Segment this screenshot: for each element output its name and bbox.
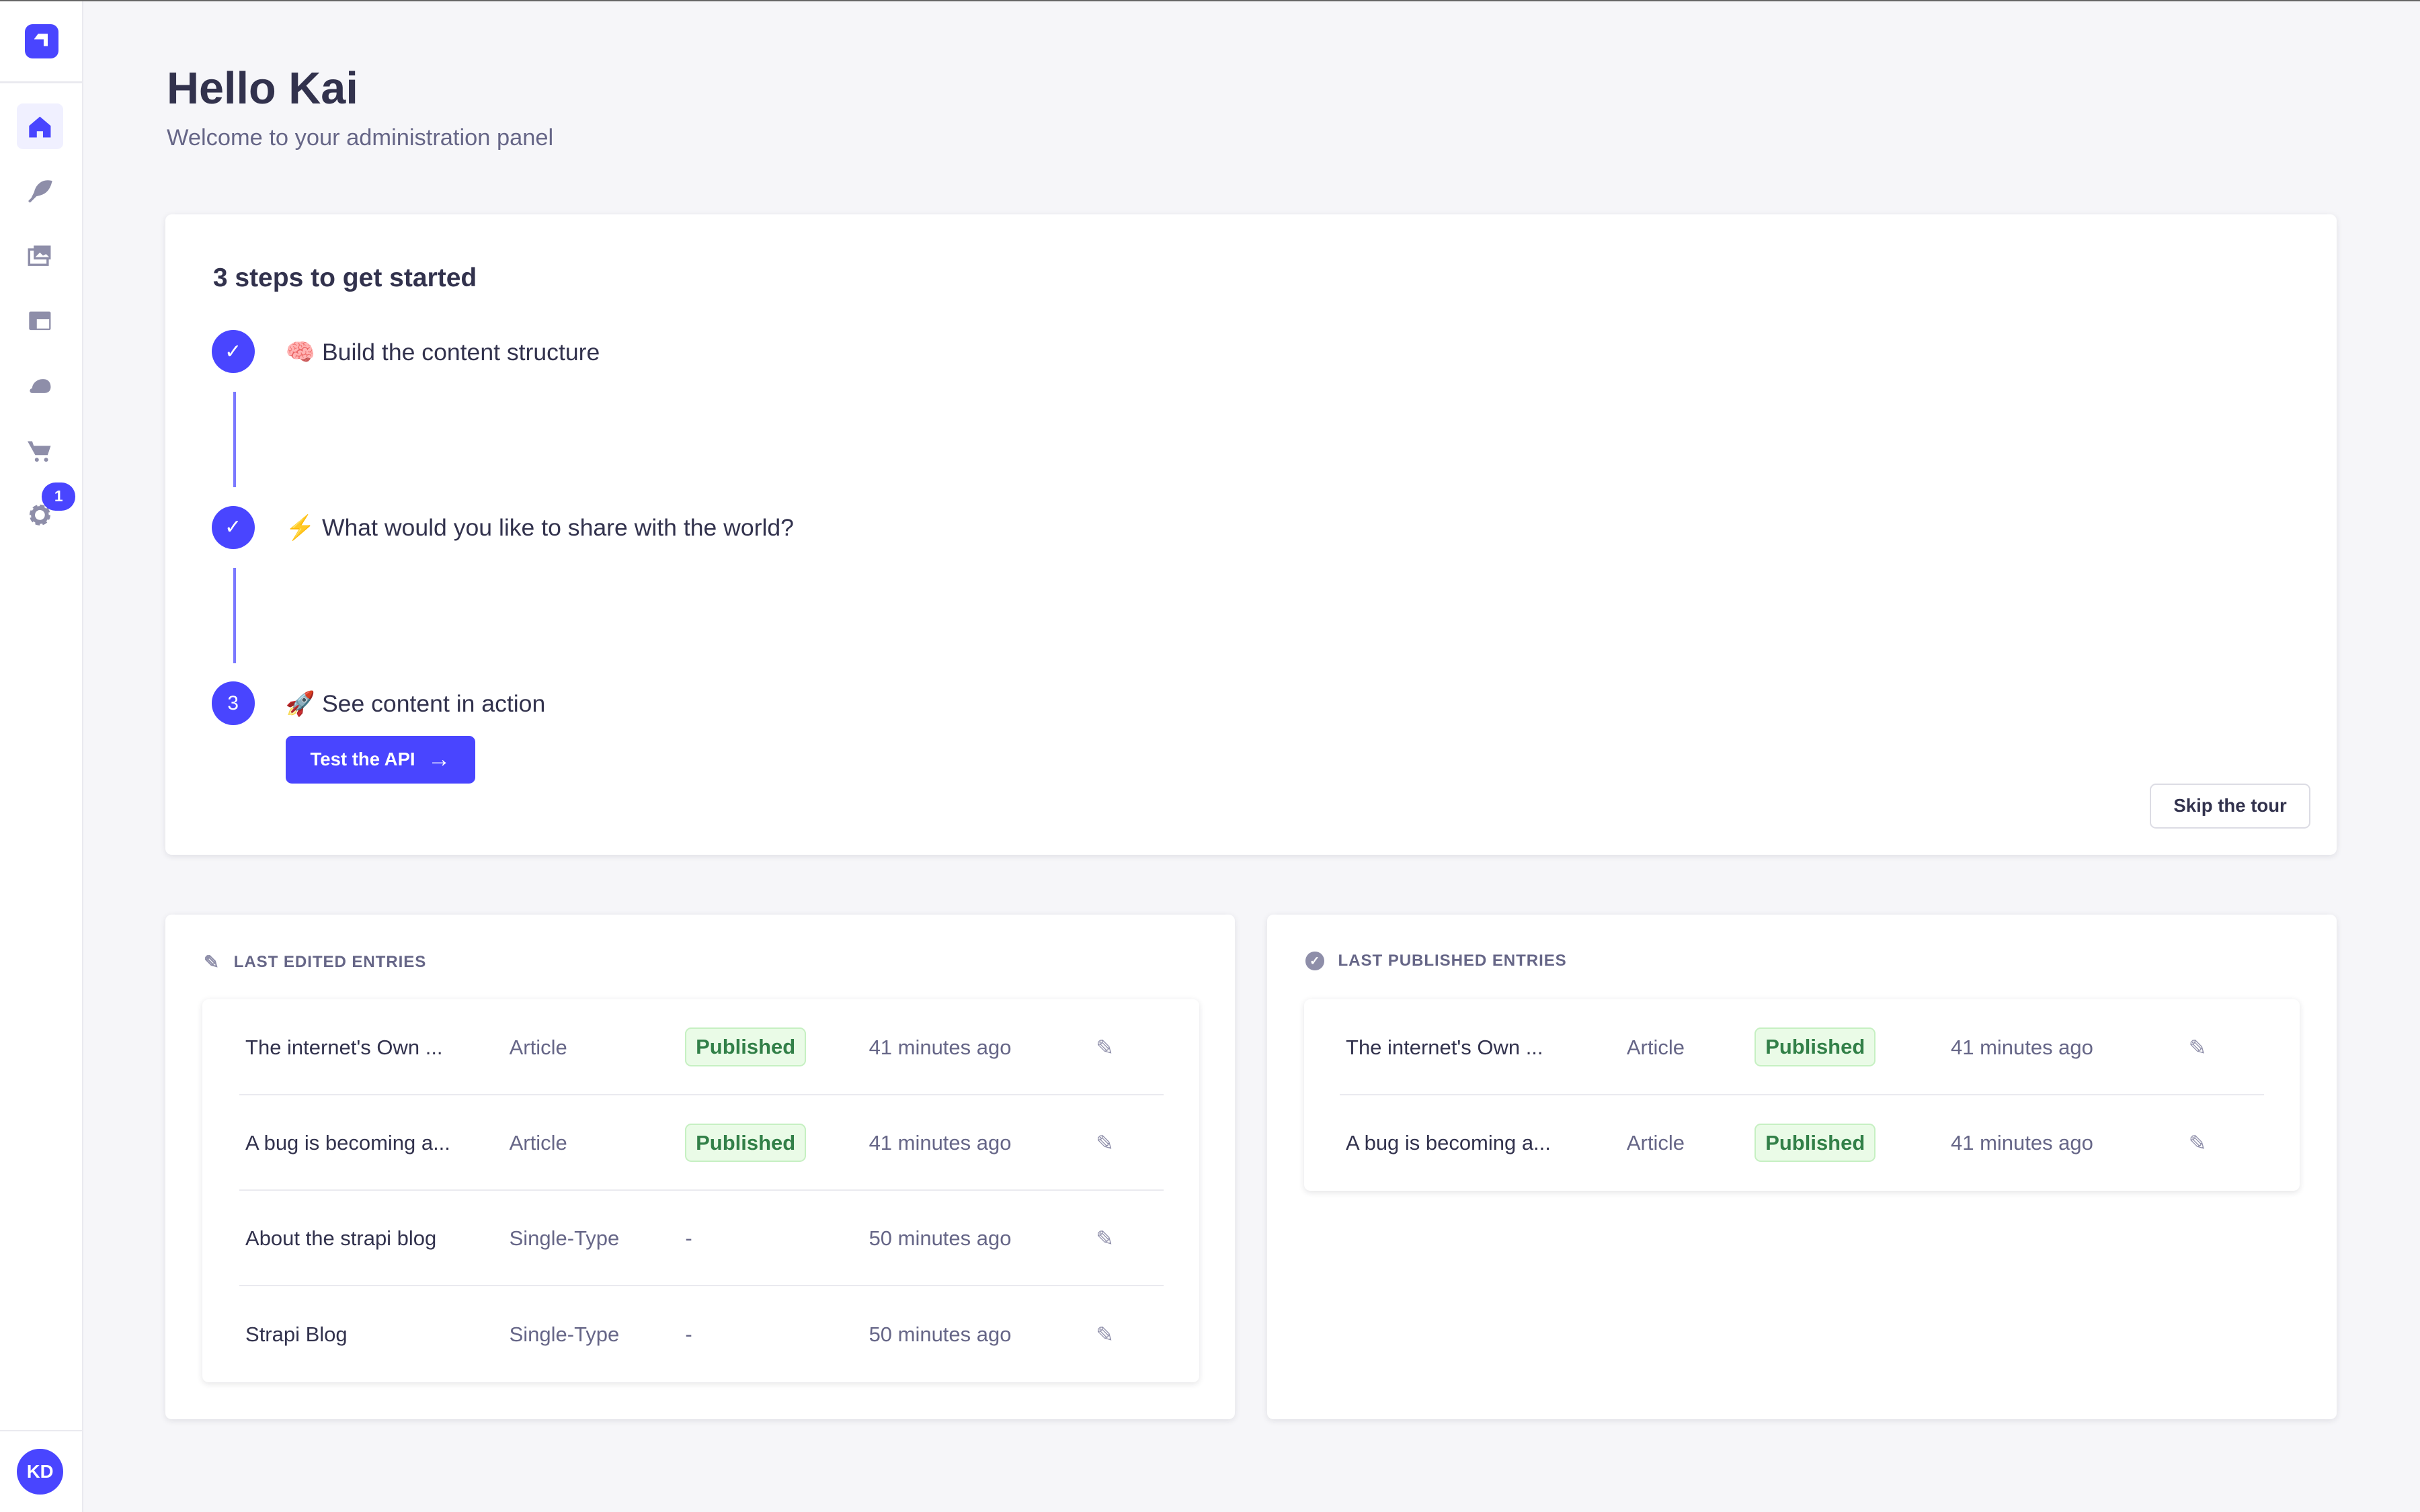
step-label: What would you like to share with the wo… bbox=[321, 514, 794, 542]
entry-name: The internet's Own ... bbox=[245, 1035, 443, 1059]
edit-pencil-icon[interactable]: ✎ bbox=[2188, 1130, 2207, 1155]
edit-pencil-icon[interactable]: ✎ bbox=[1096, 1322, 1114, 1347]
nav-media-library[interactable] bbox=[17, 233, 63, 279]
status-badge: Published bbox=[685, 1027, 806, 1066]
page-title: Hello Kai bbox=[166, 63, 358, 114]
nav-deploy[interactable] bbox=[17, 362, 63, 409]
home-icon bbox=[29, 116, 51, 138]
entry-name: The internet's Own ... bbox=[1346, 1035, 1543, 1059]
avatar[interactable]: KD bbox=[17, 1448, 64, 1495]
sidebar: 1 KD bbox=[0, 1, 83, 1512]
step-3-number: 3 bbox=[211, 681, 255, 725]
entry-name: Strapi Blog bbox=[245, 1322, 348, 1346]
entry-type: Single-Type bbox=[509, 1226, 620, 1251]
status-badge: Published bbox=[1755, 1027, 1876, 1066]
entry-time: 41 minutes ago bbox=[869, 1035, 1012, 1059]
entry-type: Article bbox=[509, 1130, 567, 1154]
row-divider bbox=[239, 1285, 1164, 1287]
edit-pencil-icon[interactable]: ✎ bbox=[1096, 1130, 1114, 1155]
table-row[interactable]: The internet's Own ... Article Published 41… bbox=[202, 999, 1199, 1095]
nav-content-type-builder[interactable] bbox=[17, 298, 63, 344]
check-circle-icon: ✓ bbox=[1305, 952, 1324, 971]
step-1: 🧠 Build the content structure bbox=[286, 338, 600, 366]
status-badge: Published bbox=[685, 1123, 806, 1163]
step-1-check: ✓ bbox=[211, 330, 255, 374]
table-row[interactable]: Strapi Blog Single-Type - 50 minutes ago ✎ bbox=[202, 1286, 1199, 1382]
row-divider bbox=[239, 1189, 1164, 1191]
rocket-icon: 🚀 bbox=[285, 689, 316, 717]
last-edited-card: ✎ LAST EDITED ENTRIES The internet's Own … bbox=[165, 915, 1235, 1419]
media-library-icon bbox=[28, 245, 51, 267]
layout-icon bbox=[29, 311, 51, 331]
cart-icon bbox=[28, 441, 51, 462]
page-subtitle: Welcome to your administration panel bbox=[166, 124, 554, 151]
entry-status: - bbox=[685, 1322, 692, 1346]
status-cell: Published bbox=[685, 1123, 806, 1163]
entry-type: Article bbox=[1626, 1035, 1685, 1059]
step-connector bbox=[233, 391, 237, 488]
divider bbox=[0, 81, 82, 83]
step-2-check: ✓ bbox=[211, 505, 255, 550]
nav-settings[interactable] bbox=[17, 492, 63, 538]
gear-icon bbox=[30, 505, 51, 526]
skip-tour-button[interactable]: Skip the tour bbox=[2150, 784, 2310, 829]
entry-name: About the strapi blog bbox=[245, 1226, 437, 1251]
arrow-right-icon: → bbox=[427, 746, 451, 772]
entry-type: Article bbox=[509, 1035, 567, 1059]
strapi-logo[interactable] bbox=[24, 24, 59, 58]
button-label: Test the API bbox=[310, 749, 415, 770]
table-row[interactable]: The internet's Own ... Article Published 41… bbox=[1304, 999, 2300, 1095]
status-cell: Published bbox=[685, 1027, 806, 1066]
row-divider bbox=[239, 1093, 1164, 1095]
feather-icon bbox=[28, 180, 53, 203]
edit-pencil-icon[interactable]: ✎ bbox=[2188, 1035, 2207, 1060]
row-divider bbox=[1339, 1093, 2265, 1095]
step-3: 🚀 See content in action bbox=[286, 689, 546, 718]
lightning-icon: ⚡ bbox=[285, 514, 316, 542]
cloud-icon bbox=[30, 379, 51, 394]
divider bbox=[0, 1430, 82, 1432]
nav-marketplace[interactable] bbox=[17, 427, 63, 474]
entry-time: 50 minutes ago bbox=[869, 1226, 1012, 1251]
table-row[interactable]: A bug is becoming a... Article Published 41… bbox=[202, 1095, 1199, 1191]
test-api-button[interactable]: Test the API → bbox=[285, 735, 476, 784]
step-label: Build the content structure bbox=[321, 338, 600, 366]
status-badge: Published bbox=[1755, 1123, 1876, 1163]
entry-type: Article bbox=[1626, 1130, 1685, 1154]
entry-name: A bug is becoming a... bbox=[245, 1130, 450, 1154]
last-published-card: ✓ LAST PUBLISHED ENTRIES The internet's O… bbox=[1266, 915, 2337, 1419]
edit-pencil-icon[interactable]: ✎ bbox=[1096, 1035, 1114, 1060]
entry-name: A bug is becoming a... bbox=[1346, 1130, 1551, 1154]
notification-badge: 1 bbox=[41, 482, 76, 511]
nav-content-manager[interactable] bbox=[17, 168, 63, 214]
status-cell: Published bbox=[1755, 1123, 1876, 1163]
table-row[interactable]: About the strapi blog Single-Type - 50 minu… bbox=[202, 1191, 1199, 1287]
entry-type: Single-Type bbox=[509, 1322, 620, 1346]
entry-time: 50 minutes ago bbox=[869, 1322, 1012, 1346]
guided-tour-title: 3 steps to get started bbox=[212, 263, 477, 293]
entry-status: - bbox=[685, 1226, 692, 1251]
guided-tour-card: 3 steps to get started ✓ 🧠 Build the con… bbox=[165, 214, 2337, 855]
step-2: ⚡ What would you like to share with the … bbox=[286, 513, 794, 542]
nav-home[interactable] bbox=[17, 103, 64, 150]
status-cell: Published bbox=[1755, 1027, 1876, 1066]
section-title: LAST EDITED ENTRIES bbox=[233, 953, 427, 972]
step-connector bbox=[233, 567, 237, 663]
step-label: See content in action bbox=[321, 689, 546, 717]
edit-pencil-icon[interactable]: ✎ bbox=[1096, 1226, 1114, 1251]
brain-icon: 🧠 bbox=[285, 338, 316, 366]
entry-time: 41 minutes ago bbox=[869, 1130, 1012, 1154]
entry-time: 41 minutes ago bbox=[1951, 1035, 2093, 1059]
table-row[interactable]: A bug is becoming a... Article Published 41… bbox=[1304, 1095, 2300, 1191]
section-title: LAST PUBLISHED ENTRIES bbox=[1338, 952, 1567, 970]
pencil-icon: ✎ bbox=[204, 952, 220, 973]
entry-time: 41 minutes ago bbox=[1951, 1130, 2093, 1154]
